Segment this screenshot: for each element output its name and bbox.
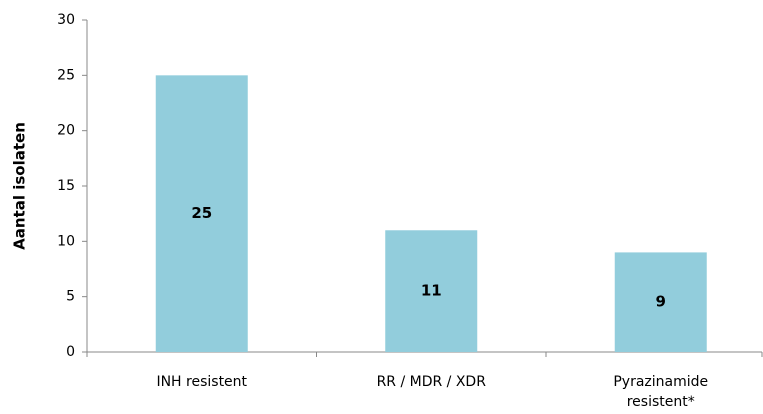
value-label: 9 bbox=[656, 293, 666, 311]
value-label: 25 bbox=[191, 204, 212, 222]
y-tick-label: 10 bbox=[57, 233, 75, 249]
y-tick-label: 30 bbox=[57, 12, 75, 28]
bar bbox=[155, 75, 248, 352]
y-axis-title: Aantal isolaten bbox=[11, 122, 29, 250]
y-tick-label: 25 bbox=[57, 67, 75, 83]
y-tick-label: 20 bbox=[57, 123, 75, 139]
x-tick-label: Pyrazinamide resistent* bbox=[613, 374, 709, 410]
value-label: 11 bbox=[421, 282, 442, 300]
y-tick-label: 0 bbox=[66, 344, 75, 360]
bar bbox=[614, 252, 707, 352]
y-tick-label: 5 bbox=[66, 289, 75, 305]
bar bbox=[385, 230, 478, 352]
x-tick-label: INH resistent bbox=[156, 374, 248, 390]
x-tick-label: RR / MDR / XDR bbox=[376, 374, 486, 390]
y-tick-label: 15 bbox=[57, 178, 75, 194]
